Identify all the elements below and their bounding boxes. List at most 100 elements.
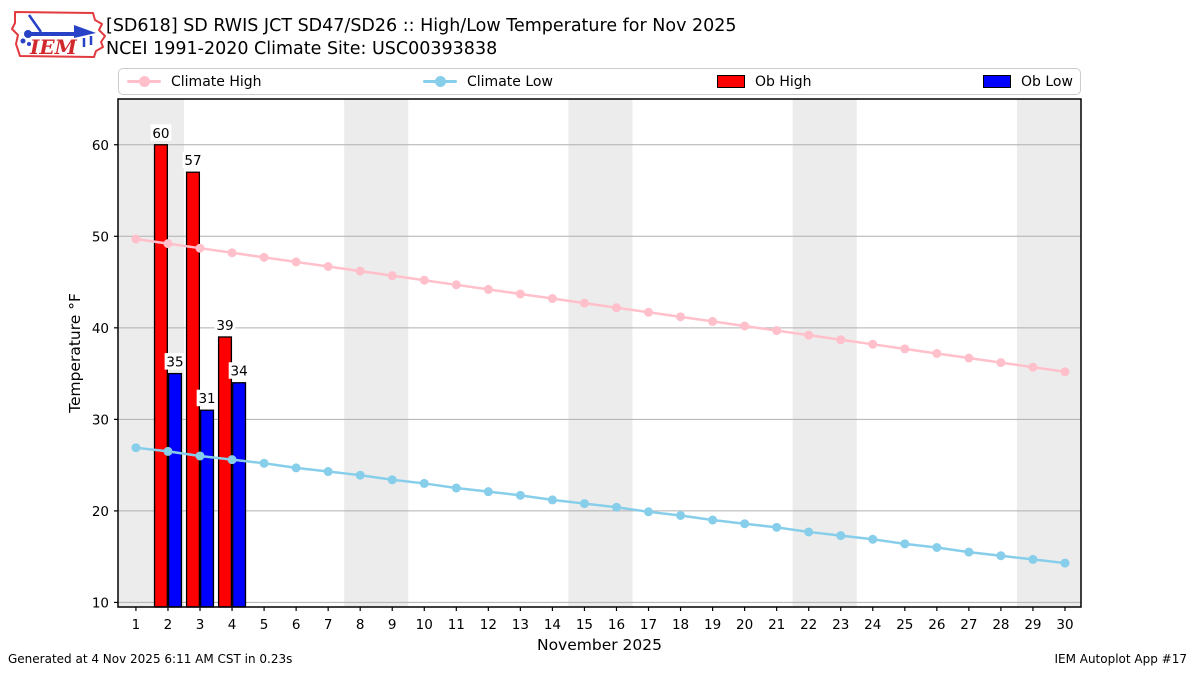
x-tick-label-29: 29: [1024, 617, 1041, 633]
x-tick-label-11: 11: [448, 617, 465, 633]
ob-high-bar-day-3: [185, 171, 201, 608]
climate-low-marker-day-17: [644, 507, 654, 517]
climate-low-marker-day-6: [291, 463, 301, 473]
climate-low-marker-day-1: [131, 443, 141, 453]
climate-low-marker-day-5: [259, 458, 269, 468]
climate-low-marker-day-21: [772, 522, 782, 532]
y-tick-label-50: 50: [92, 229, 109, 245]
climate-high-marker-day-22: [804, 330, 814, 340]
x-tick-label-10: 10: [416, 617, 433, 633]
climate-high-marker-day-16: [611, 303, 621, 313]
x-tick-label-2: 2: [164, 617, 173, 633]
x-tick-label-5: 5: [260, 617, 269, 633]
x-tick-label-23: 23: [832, 617, 849, 633]
ob-low-label-day-2: 35: [166, 355, 183, 371]
weather-vane-icon: [20, 14, 96, 47]
climate-high-marker-day-9: [387, 271, 397, 281]
legend-item-ob-low: Ob Low: [983, 69, 1073, 94]
x-tick-label-22: 22: [800, 617, 817, 633]
climate-low-line: [135, 446, 1066, 565]
climate-low-marker-day-25: [900, 539, 910, 549]
climate-low-marker-day-7: [323, 467, 333, 477]
climate-low-marker-day-3: [195, 451, 205, 461]
climate-low-marker-day-12: [483, 487, 493, 497]
ob-low-label-day-3: 31: [198, 391, 215, 407]
legend-label: Ob High: [755, 73, 812, 90]
x-tick-label-3: 3: [196, 617, 205, 633]
x-tick-label-24: 24: [864, 617, 881, 633]
climate-low-marker-day-28: [996, 551, 1006, 561]
climate-high-marker-day-10: [419, 275, 429, 285]
climate-low-marker-day-26: [932, 543, 942, 553]
x-tick-label-21: 21: [768, 617, 785, 633]
climate-high-marker-day-4: [227, 248, 237, 258]
climate-high-marker-day-6: [291, 257, 301, 267]
weekend-band: [1016, 99, 1081, 607]
ob-low-label-bg-day-3: [196, 389, 218, 407]
x-tick-label-15: 15: [576, 617, 593, 633]
ob-high-label-day-2: 60: [152, 126, 169, 142]
x-tick-label-26: 26: [928, 617, 945, 633]
climate-low-marker-day-9: [387, 475, 397, 485]
climate-high-marker-day-7: [323, 262, 333, 272]
climate-high-marker-day-29: [1028, 362, 1038, 372]
generated-timestamp: Generated at 4 Nov 2025 6:11 AM CST in 0…: [8, 652, 293, 666]
climate-high-marker-day-23: [836, 335, 846, 345]
y-axis-label: Temperature °F: [66, 293, 84, 414]
x-tick-label-25: 25: [896, 617, 913, 633]
ob-high-bar-day-2: [153, 144, 168, 608]
climate-low-marker-day-15: [579, 499, 589, 509]
climate-low-marker-day-19: [708, 515, 718, 525]
x-tick-label-18: 18: [672, 617, 689, 633]
ob-low-label-day-4: 34: [231, 364, 248, 380]
legend-item-ob-high: Ob High: [717, 69, 812, 94]
page-title: [SD618] SD RWIS JCT SD47/SD26 :: High/Lo…: [106, 16, 737, 36]
climate-high-marker-day-21: [772, 326, 782, 336]
ob-high-label-bg-day-4: [214, 316, 236, 333]
climate-high-marker-day-3: [195, 243, 205, 253]
legend-label: Ob Low: [1021, 73, 1073, 90]
climate-high-line: [135, 237, 1066, 374]
ob-low-label-bg-day-2: [164, 353, 186, 370]
climate-high-marker-day-5: [259, 252, 269, 262]
weekend-band: [344, 99, 409, 607]
climate-low-marker-day-8: [355, 470, 365, 480]
x-tick-label-8: 8: [356, 617, 365, 633]
climate-low-marker-day-24: [868, 534, 878, 544]
chart-legend: Climate High Climate Low Ob High Ob Low: [118, 68, 1081, 95]
climate-low-marker-day-10: [419, 478, 429, 488]
x-tick-label-20: 20: [736, 617, 753, 633]
climate-high-marker-day-13: [515, 289, 525, 299]
legend-item-climate-low: Climate Low: [423, 69, 553, 94]
climate-high-marker-day-27: [964, 353, 974, 363]
climate-low-marker-day-27: [964, 547, 974, 557]
climate-low-marker-day-18: [676, 510, 686, 520]
ob-high-label-day-4: 39: [216, 318, 233, 334]
climate-high-marker-day-30: [1060, 367, 1070, 377]
x-tick-label-14: 14: [544, 617, 561, 633]
climate-high-marker-day-24: [868, 339, 878, 349]
ob-low-bar-day-3: [200, 409, 215, 608]
weekend-band: [792, 99, 857, 607]
climate-high-marker-day-2: [163, 239, 173, 249]
x-tick-label-7: 7: [324, 617, 333, 633]
climate-low-marker-day-20: [740, 519, 750, 529]
climate-high-marker-day-15: [579, 298, 589, 308]
title-block: [SD618] SD RWIS JCT SD47/SD26 :: High/Lo…: [106, 15, 737, 61]
x-tick-label-17: 17: [640, 617, 657, 633]
y-tick-label-20: 20: [92, 504, 109, 520]
x-tick-label-27: 27: [960, 617, 977, 633]
climate-high-marker-day-28: [996, 358, 1006, 368]
legend-label: Climate High: [171, 73, 262, 90]
climate-low-marker-day-14: [547, 495, 557, 505]
climate-high-marker-day-17: [644, 307, 654, 317]
x-tick-label-19: 19: [704, 617, 721, 633]
climate-high-marker-day-26: [932, 348, 942, 358]
climate-high-marker-day-25: [900, 344, 910, 354]
climate-high-swatch: [127, 76, 161, 87]
y-tick-label-60: 60: [92, 138, 109, 154]
ob-low-bar-day-2: [167, 372, 183, 608]
x-axis-label: November 2025: [537, 636, 662, 654]
